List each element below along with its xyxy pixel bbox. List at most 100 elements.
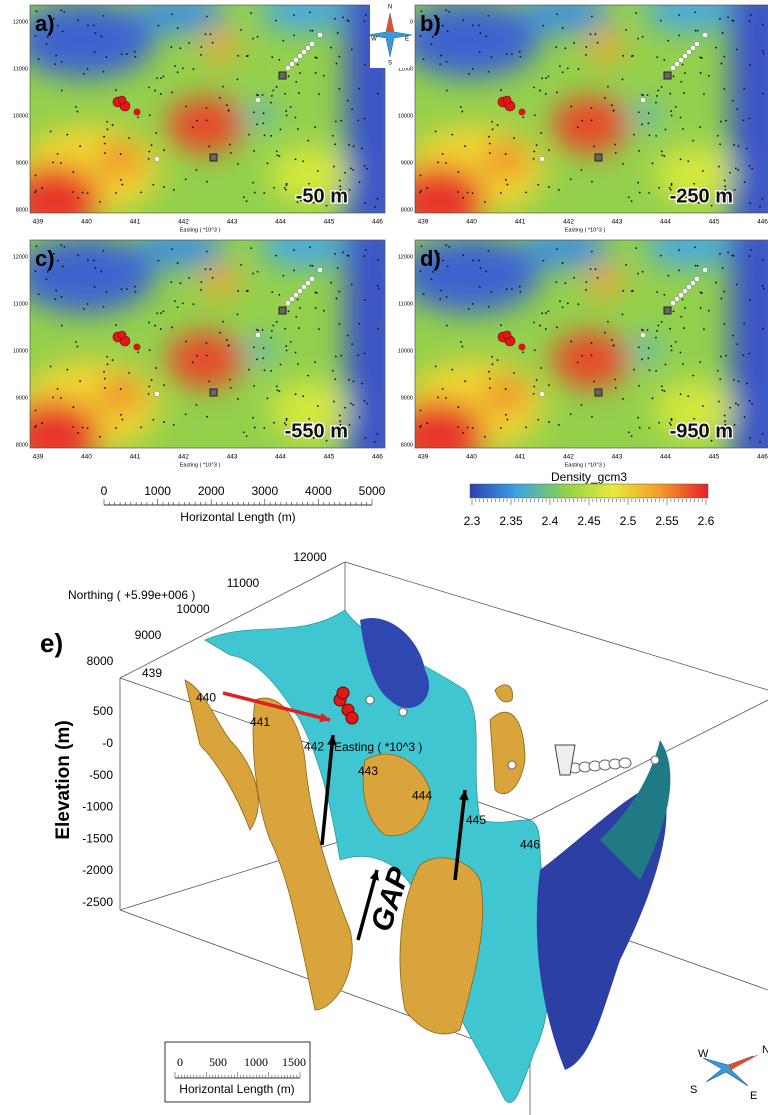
station-dot (245, 435, 248, 438)
station-dot (699, 291, 702, 294)
station-dot (462, 196, 465, 199)
red-marker (133, 108, 141, 116)
station-dot (658, 421, 660, 424)
station-dot (729, 171, 732, 174)
station-dot (513, 372, 515, 374)
station-dot (736, 343, 739, 346)
station-dot (696, 29, 699, 32)
station-dot (114, 192, 117, 194)
station-dot (749, 249, 752, 251)
station-dot (663, 155, 666, 158)
station-dot (459, 105, 462, 108)
station-dot (735, 48, 738, 51)
station-dot (661, 389, 664, 392)
station-dot (34, 426, 36, 429)
station-dot (52, 161, 54, 164)
station-dot (275, 150, 278, 153)
station-dot (99, 435, 101, 438)
station-dot (376, 433, 379, 435)
square-marker (663, 71, 672, 80)
station-dot (275, 320, 278, 323)
station-dot (294, 116, 297, 119)
station-dot (296, 436, 299, 439)
white-marker (293, 57, 299, 63)
station-dot (748, 399, 751, 402)
station-dot (659, 254, 662, 257)
station-dot (737, 145, 740, 148)
station-dot (352, 403, 355, 406)
x-tick-label: 442 (563, 219, 574, 226)
station-dot (357, 119, 360, 122)
station-dot (119, 153, 122, 155)
station-dot (733, 423, 736, 426)
square-marker (209, 388, 218, 397)
x-tick-label: 439 (418, 219, 429, 226)
station-dot (685, 431, 688, 434)
station-dot (335, 297, 338, 300)
station-dot (346, 99, 349, 102)
station-dot (253, 426, 256, 429)
station-dot (491, 120, 493, 123)
station-dot (670, 417, 673, 420)
station-dot (548, 384, 551, 387)
station-dot (160, 312, 162, 315)
station-dot (148, 150, 151, 153)
station-dot (733, 143, 735, 146)
station-dot (302, 395, 305, 398)
station-dot (104, 152, 106, 155)
station-dot (270, 336, 272, 339)
white-marker (686, 284, 692, 290)
station-dot (762, 327, 764, 330)
station-dot (270, 101, 272, 104)
compass-north (386, 13, 394, 32)
colorbar-label: 2.3 (464, 514, 481, 528)
station-dot (438, 252, 440, 255)
station-dot (104, 387, 106, 390)
easting-tick: 444 (412, 789, 432, 803)
station-dot (94, 32, 97, 35)
station-dot (106, 128, 109, 131)
station-dot (335, 62, 338, 65)
station-dot (670, 184, 673, 187)
station-dot (658, 186, 660, 189)
station-dot (60, 397, 62, 399)
station-dot (466, 191, 469, 194)
northing-tick: 11000 (227, 576, 260, 590)
station-dot (253, 149, 256, 152)
station-dot (366, 402, 368, 405)
scale-label: 1500 (282, 1055, 306, 1069)
station-dot (179, 282, 182, 285)
station-dot (314, 126, 317, 129)
station-dot (762, 92, 764, 95)
station-dot (191, 126, 194, 129)
station-dot (137, 351, 139, 354)
station-dot (222, 320, 224, 323)
station-dot (156, 312, 159, 315)
station-dot (174, 65, 176, 68)
station-dot (94, 267, 97, 270)
station-dot (440, 54, 443, 57)
station-dot (727, 16, 729, 19)
easting-tick: 445 (466, 813, 486, 827)
station-dot (81, 426, 84, 429)
station-dot (35, 424, 37, 427)
station-dot (315, 292, 318, 294)
station-dot (34, 409, 37, 412)
station-dot (261, 329, 264, 331)
station-dot (56, 259, 59, 262)
y-tick-label: 8000 (16, 207, 28, 213)
station-dot (655, 101, 657, 104)
station-dot (660, 150, 663, 153)
station-dot (155, 132, 158, 134)
station-dot (743, 181, 746, 184)
station-dot (430, 43, 433, 46)
red-marker (117, 330, 127, 340)
x-axis-title: Easting ( *10^3 ) (565, 462, 606, 468)
y-tick-label: 10000 (398, 348, 413, 354)
station-dot (589, 33, 592, 36)
easting-title: Easting ( *10^3 ) (334, 740, 422, 754)
station-dot (590, 15, 593, 18)
square-marker (594, 153, 603, 162)
station-dot (63, 245, 66, 248)
station-dot (317, 190, 320, 193)
